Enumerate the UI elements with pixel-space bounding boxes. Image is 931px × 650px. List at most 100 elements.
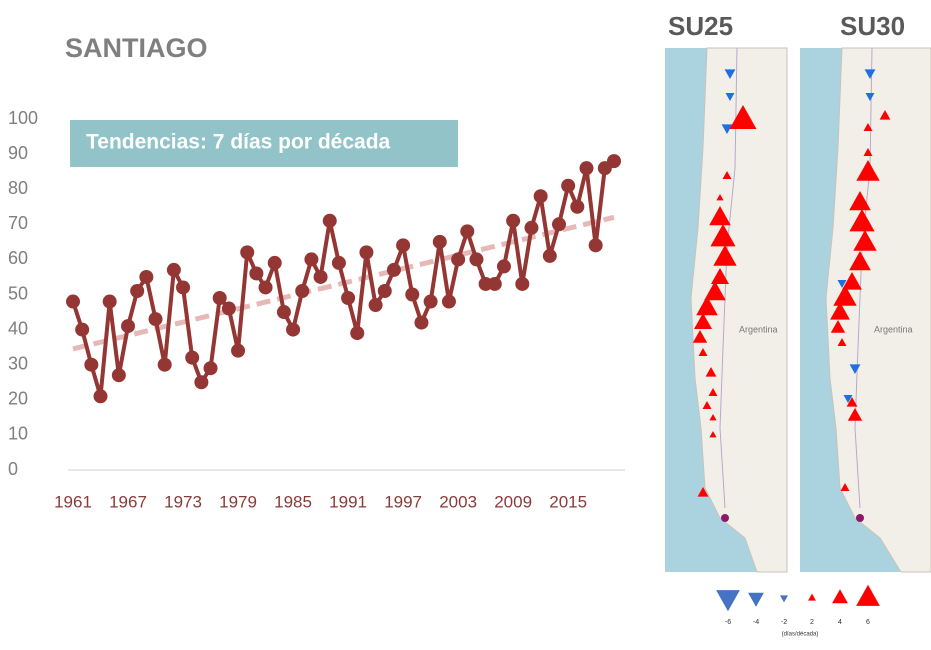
- map-marker: [837, 338, 847, 346]
- map-marker: [709, 414, 717, 421]
- map-land: [690, 47, 788, 573]
- x-tick-label: 1985: [274, 492, 312, 511]
- data-point: [331, 255, 346, 270]
- data-point: [432, 234, 447, 249]
- map-marker: [830, 302, 850, 320]
- legend-label: -4: [753, 619, 759, 626]
- data-point: [341, 291, 356, 306]
- map-marker: [849, 191, 871, 211]
- data-point: [276, 305, 291, 320]
- legend-marker: [716, 590, 740, 612]
- legend-marker: [748, 592, 764, 607]
- data-point: [386, 262, 401, 277]
- map-title: SU30: [840, 11, 905, 41]
- map-marker: [702, 401, 712, 409]
- map-dot: [856, 514, 864, 522]
- legend-label: -2: [781, 619, 787, 626]
- x-tick-label: 1997: [384, 492, 422, 511]
- data-point: [414, 315, 429, 330]
- data-point: [405, 287, 420, 302]
- x-tick-label: 2009: [494, 492, 532, 511]
- data-point: [524, 220, 539, 235]
- map-label: Argentina: [874, 324, 913, 334]
- legend-marker: [808, 593, 816, 601]
- map-marker: [837, 280, 847, 288]
- legend-marker: [780, 595, 788, 603]
- map-dot: [721, 514, 729, 522]
- legend-unit: (días/década): [782, 632, 819, 638]
- data-point: [111, 368, 126, 383]
- x-tick-label: 2015: [549, 492, 587, 511]
- map-marker: [709, 431, 717, 438]
- x-tick-label: 1991: [329, 492, 367, 511]
- map-marker: [698, 348, 708, 356]
- data-point: [350, 326, 365, 341]
- x-tick-label: 2003: [439, 492, 477, 511]
- map-marker: [863, 123, 873, 131]
- data-point: [359, 245, 374, 260]
- map-marker: [849, 209, 875, 232]
- data-point: [166, 262, 181, 277]
- map-marker: [708, 388, 718, 396]
- data-point: [607, 154, 621, 169]
- data-point: [423, 294, 438, 309]
- data-point: [322, 213, 337, 228]
- data-point: [368, 298, 383, 313]
- y-tick-label: 70: [8, 213, 28, 233]
- map-marker: [704, 281, 726, 301]
- x-tick-label: 1967: [109, 492, 147, 511]
- data-point: [102, 294, 117, 309]
- map-marker: [863, 148, 873, 156]
- x-tick-label: 1961: [54, 492, 92, 511]
- data-point: [267, 255, 282, 270]
- map-marker: [725, 93, 735, 101]
- annotation-box: [70, 120, 458, 167]
- map-marker: [722, 171, 732, 179]
- data-point: [84, 357, 99, 372]
- map-marker: [879, 110, 891, 120]
- data-point: [176, 280, 191, 295]
- data-point: [487, 276, 502, 291]
- legend-label: 4: [838, 619, 842, 626]
- map-marker: [709, 206, 731, 226]
- map-marker: [830, 320, 846, 333]
- map-marker: [865, 93, 875, 101]
- y-tick-label: 30: [8, 353, 28, 373]
- map-marker: [849, 251, 871, 271]
- y-tick-label: 0: [8, 459, 18, 479]
- data-point: [75, 322, 90, 337]
- map-marker: [696, 296, 718, 316]
- map-title: SU25: [668, 11, 733, 41]
- data-point: [313, 269, 328, 284]
- data-point: [451, 252, 466, 267]
- data-point: [570, 199, 585, 214]
- data-point: [533, 189, 548, 204]
- y-tick-label: 10: [8, 424, 28, 444]
- map-marker: [697, 487, 709, 497]
- data-point: [588, 238, 603, 253]
- legend-label: 2: [810, 619, 814, 626]
- data-point: [185, 350, 200, 365]
- data-point: [157, 357, 172, 372]
- data-point: [506, 213, 521, 228]
- data-point: [66, 294, 80, 309]
- map-marker: [729, 105, 757, 129]
- legend-label: -6: [725, 619, 731, 626]
- map-marker: [847, 408, 863, 421]
- map-marker: [842, 272, 862, 290]
- map-marker: [705, 367, 717, 377]
- data-point: [240, 245, 255, 260]
- data-point: [194, 375, 209, 390]
- map-marker: [856, 160, 880, 181]
- y-tick-label: 60: [8, 248, 28, 268]
- map-marker: [853, 230, 877, 251]
- data-point: [212, 291, 227, 306]
- x-tick-label: 1973: [164, 492, 202, 511]
- data-point: [139, 269, 154, 284]
- data-point: [579, 161, 594, 176]
- map-marker: [843, 395, 853, 403]
- map-marker: [846, 397, 858, 407]
- data-point: [221, 301, 236, 316]
- legend-marker: [832, 589, 848, 604]
